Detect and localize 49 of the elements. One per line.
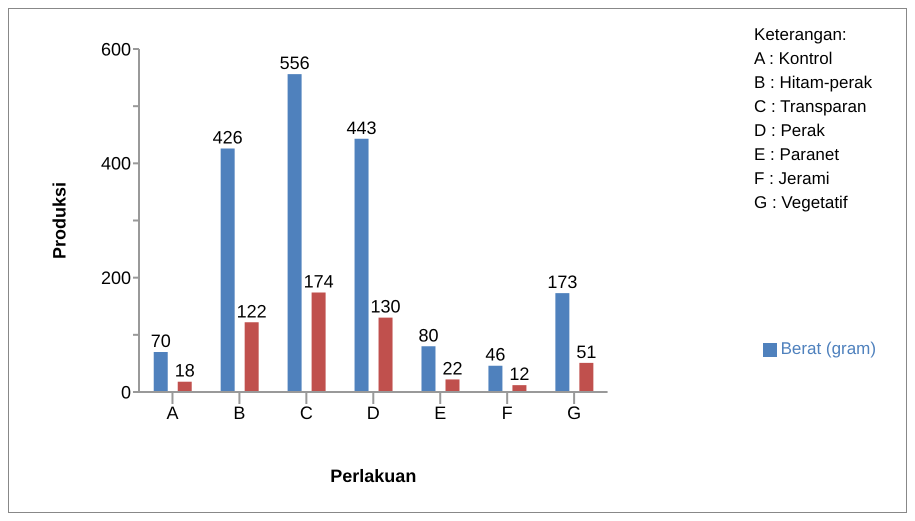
y-tick-label: 200 xyxy=(100,268,131,288)
bar xyxy=(445,379,460,392)
data-label: 18 xyxy=(174,360,195,381)
bar xyxy=(378,318,393,392)
bar xyxy=(288,74,302,392)
y-tick-label: 600 xyxy=(100,39,131,60)
bar xyxy=(354,138,369,392)
text: G : Vegetatif xyxy=(754,192,849,214)
data-label: 46 xyxy=(485,344,506,365)
x-tick-label: C xyxy=(300,402,313,423)
legend-label: Berat (gram) xyxy=(780,339,876,358)
data-label: 173 xyxy=(547,272,578,292)
x-tick-label: B xyxy=(233,402,246,423)
x-tick-label: A xyxy=(166,402,178,423)
y-tick-label: 0 xyxy=(120,382,131,402)
data-label: 130 xyxy=(370,296,401,317)
text: F : Jerami xyxy=(754,168,831,190)
x-tick-label: F xyxy=(502,402,513,423)
text: Keterangan: xyxy=(754,24,848,46)
y-tick-label: 400 xyxy=(100,154,131,174)
x-tick-label: E xyxy=(434,402,446,423)
bar xyxy=(312,292,326,392)
data-label: 80 xyxy=(418,325,438,346)
bar xyxy=(488,366,502,392)
bar xyxy=(555,293,570,392)
data-label: 556 xyxy=(280,53,310,74)
y-axis-title: Produksi xyxy=(49,182,70,260)
x-tick-label: G xyxy=(567,402,582,423)
data-label: 70 xyxy=(150,330,171,351)
x-axis-title: Perlakuan xyxy=(330,466,416,486)
data-label: 174 xyxy=(304,272,334,292)
data-label: 443 xyxy=(346,118,377,138)
bar xyxy=(244,322,259,392)
data-label: 426 xyxy=(212,127,243,148)
bar xyxy=(154,352,168,392)
data-label: 22 xyxy=(442,358,462,378)
data-label: 12 xyxy=(509,364,530,384)
bar xyxy=(421,346,436,392)
bar xyxy=(220,148,235,392)
data-label: 122 xyxy=(236,301,267,322)
bar xyxy=(178,382,192,392)
text: D : Perak xyxy=(754,120,826,142)
text: B : Hitam-perak xyxy=(754,72,872,94)
text: E : Paranet xyxy=(754,144,840,166)
x-tick-label: D xyxy=(366,402,380,423)
bar xyxy=(579,362,594,392)
text: A : Kontrol xyxy=(754,48,834,70)
data-label: 51 xyxy=(576,342,596,362)
text: C : Transparan xyxy=(754,96,868,118)
